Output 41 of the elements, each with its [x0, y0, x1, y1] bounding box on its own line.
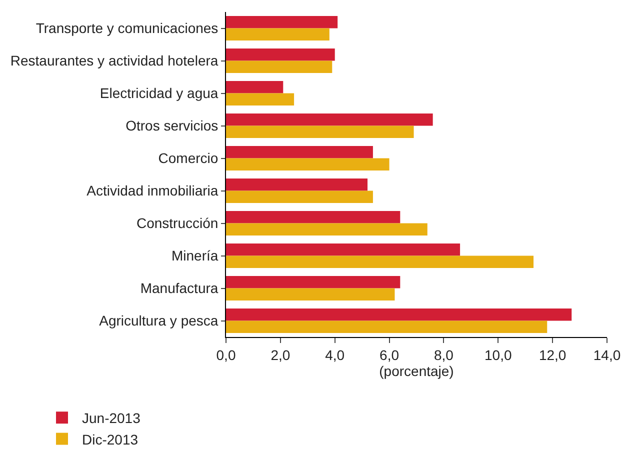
bar — [226, 146, 373, 158]
bar — [226, 223, 428, 236]
y-tick-label: Electricidad y agua — [100, 85, 218, 102]
bar — [226, 158, 390, 170]
bar — [226, 126, 414, 138]
bar — [226, 320, 548, 333]
y-tick-label: Actividad inmobiliaria — [86, 182, 218, 199]
bar — [226, 81, 284, 94]
x-tick-label: 0,0 — [216, 346, 236, 363]
bar — [226, 276, 400, 288]
bar — [226, 308, 572, 321]
y-tick-label: Manufactura — [140, 280, 218, 296]
y-tick-label: Otros servicios — [126, 118, 218, 134]
bar — [226, 93, 294, 106]
bar — [226, 190, 373, 203]
bar — [226, 114, 433, 126]
x-tick-label: 12,0 — [538, 346, 566, 363]
bar — [226, 244, 460, 256]
bar — [226, 48, 335, 61]
bar — [226, 178, 368, 191]
bar — [226, 288, 395, 300]
x-tick-label: 14,0 — [593, 346, 621, 363]
bar — [226, 28, 330, 40]
bar — [226, 16, 338, 28]
legend-label: Jun-2013 — [82, 410, 141, 426]
y-tick-label: Agricultura y pesca — [99, 312, 218, 329]
y-tick-label: Construcción — [136, 215, 218, 232]
x-axis-title: (porcentaje) — [379, 363, 454, 380]
x-tick-label: 8,0 — [434, 346, 454, 363]
y-tick-label: Transporte y comunicaciones — [36, 20, 218, 36]
bar — [226, 60, 332, 73]
y-tick-label: Comercio — [158, 150, 218, 166]
bar — [226, 211, 400, 224]
x-tick-label: 6,0 — [380, 346, 400, 363]
y-tick-label: Restaurantes y actividad hotelera — [10, 52, 218, 69]
x-tick-label: 2,0 — [270, 346, 290, 363]
y-tick-label: Minería — [172, 248, 218, 264]
bar — [226, 256, 534, 268]
x-tick-label: 10,0 — [484, 346, 512, 363]
legend-label: Dic-2013 — [82, 431, 138, 448]
x-tick-label: 4,0 — [325, 346, 345, 363]
